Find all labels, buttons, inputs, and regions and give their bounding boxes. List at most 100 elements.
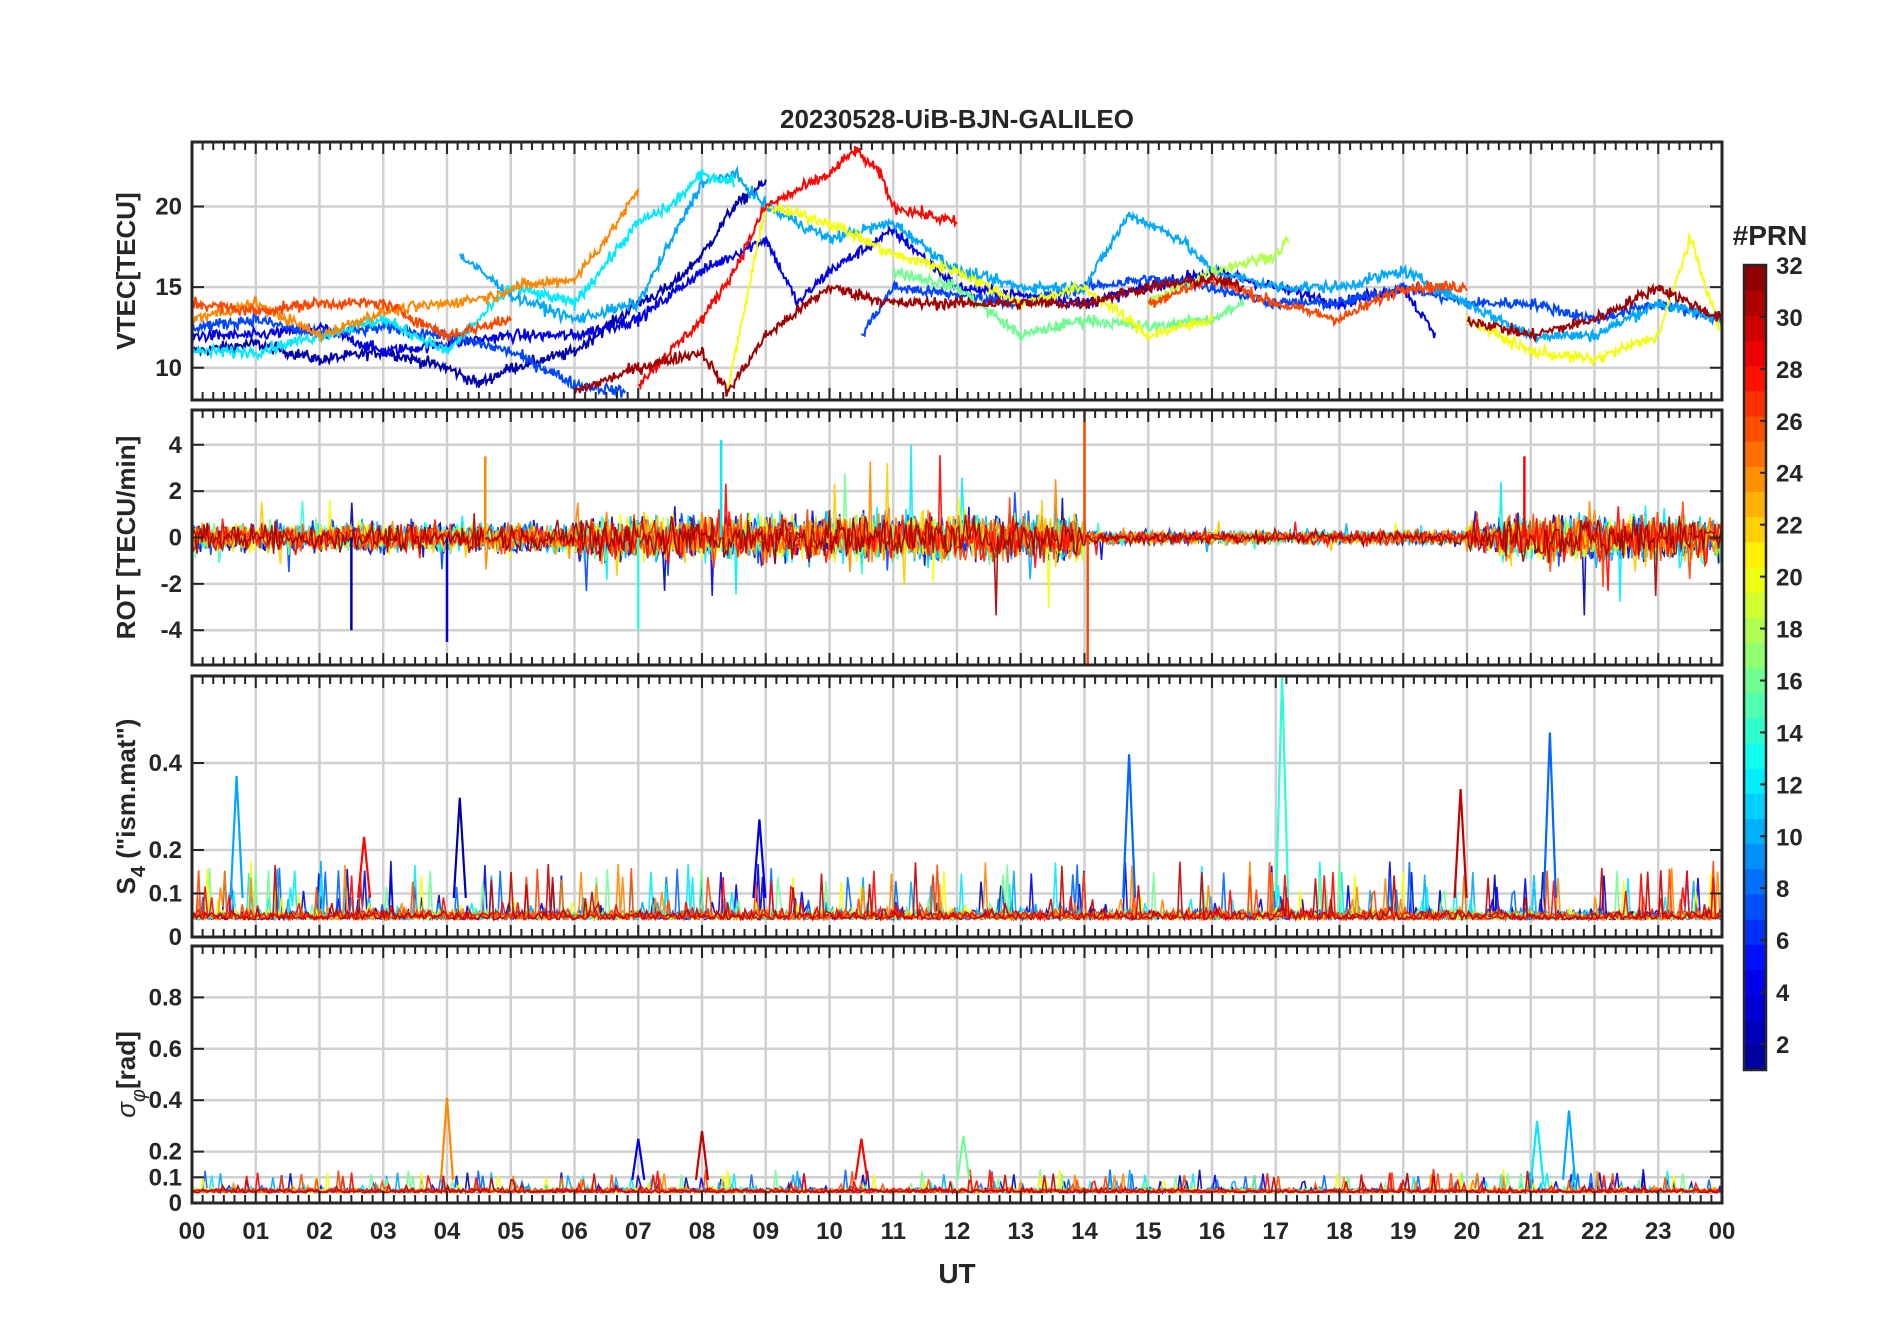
colorbar-tick-label: 26 <box>1776 409 1803 436</box>
y-tick-label: -2 <box>161 571 182 598</box>
x-tick-label: 05 <box>497 1218 524 1245</box>
colorbar-step <box>1744 365 1766 392</box>
y-axis-label-main: S <box>111 877 141 894</box>
s4-peak-prn-8 <box>1122 754 1137 898</box>
colorbar-step <box>1744 667 1766 694</box>
colorbar-step <box>1744 1044 1766 1071</box>
x-tick-label: 12 <box>944 1218 971 1245</box>
x-tick-label: 00 <box>179 1218 206 1245</box>
sigma-peak-prn-10 <box>1561 1110 1577 1180</box>
y-tick-label: 4 <box>169 432 183 459</box>
colorbar-step <box>1744 390 1766 417</box>
y-axis-label: σφ[rad] <box>111 1031 150 1118</box>
colorbar-tick-label: 16 <box>1776 668 1803 695</box>
colorbar-step <box>1744 818 1766 845</box>
sigma-peak-prn-30 <box>694 1130 710 1181</box>
colorbar-step <box>1744 566 1766 593</box>
y-tick-label: 0 <box>169 1190 182 1217</box>
x-tick-label: 10 <box>816 1218 843 1245</box>
s4-peak-prn-2 <box>452 797 467 898</box>
s4-peak-prn-8 <box>1542 732 1557 898</box>
sigma-peak-prn-4 <box>631 1138 646 1181</box>
panel-vtec: 10 15 20 VTEC[TECU] <box>111 140 1724 402</box>
x-tick-label: 19 <box>1390 1218 1417 1245</box>
colorbar-tick-label: 20 <box>1776 565 1803 592</box>
colorbar-step <box>1744 466 1766 493</box>
x-axis-label: UT <box>938 1258 975 1289</box>
x-tick-label: 03 <box>370 1218 397 1245</box>
y-tick-label: 0.2 <box>149 1139 182 1166</box>
colorbar-step <box>1744 491 1766 518</box>
x-tick-label: 04 <box>434 1218 461 1245</box>
vtec-series-prn-26 <box>192 274 1468 343</box>
colorbar-step <box>1744 265 1766 291</box>
x-tick-label: 13 <box>1007 1218 1034 1245</box>
sigma-peak-prn-16 <box>956 1136 971 1181</box>
s4-peak-prn-10 <box>229 775 244 898</box>
x-tick-label: 22 <box>1581 1218 1608 1245</box>
colorbar-tick-label: 28 <box>1776 357 1803 384</box>
y-tick-label: 0.6 <box>149 1036 182 1063</box>
colorbar-tick-label: 32 <box>1776 253 1803 280</box>
s4-peak-prn-4 <box>752 819 767 898</box>
colorbar-tick-label: 24 <box>1776 461 1803 488</box>
y-tick-label: 0.1 <box>149 1164 182 1191</box>
colorbar-step <box>1744 340 1766 367</box>
y-axis-label-rest: [rad] <box>111 1031 141 1089</box>
colorbar-step <box>1744 893 1766 920</box>
sigma-peak-prn-28 <box>854 1138 869 1181</box>
y-axis-label-rest: ("ism.mat") <box>111 719 141 866</box>
colorbar-step <box>1744 768 1766 794</box>
colorbar-tick-label: 6 <box>1776 928 1789 955</box>
colorbar-step <box>1744 315 1766 342</box>
colorbar-step <box>1744 516 1766 543</box>
y-tick-label: 0.2 <box>149 837 182 864</box>
vtec-series-prn-20 <box>726 203 1722 391</box>
colorbar-step <box>1744 944 1766 970</box>
colorbar-step <box>1744 969 1766 996</box>
x-tick-label: 06 <box>561 1218 588 1245</box>
colorbar-step <box>1744 592 1766 618</box>
colorbar-step <box>1744 919 1766 945</box>
y-tick-label: 15 <box>155 274 182 301</box>
y-tick-label: 10 <box>155 355 182 382</box>
vtec-series-prn-28 <box>637 145 958 391</box>
x-tick-label: 00 <box>1709 1218 1736 1245</box>
y-tick-label: 0.1 <box>149 881 182 908</box>
s4-peak-prn-14 <box>1275 676 1290 898</box>
x-tick-label: 18 <box>1326 1218 1353 1245</box>
y-tick-label: 2 <box>169 478 182 505</box>
x-tick-label: 16 <box>1199 1218 1226 1245</box>
x-tick-label: 11 <box>881 1218 906 1245</box>
sigma-peak-prn-12 <box>1530 1120 1545 1181</box>
colorbar-step <box>1744 994 1766 1021</box>
colorbar-tick-label: 14 <box>1776 720 1803 747</box>
y-tick-label: 0.8 <box>149 984 182 1011</box>
y-axis-label-sub: 4 <box>128 865 150 877</box>
colorbar-step <box>1744 868 1766 895</box>
colorbar-step <box>1744 541 1766 568</box>
vtec-series-prn-4 <box>192 224 1437 359</box>
x-tick-label: 09 <box>752 1218 779 1245</box>
colorbar-step <box>1744 415 1766 442</box>
x-tick-label: 08 <box>689 1218 716 1245</box>
y-axis-label-main: σ <box>111 1101 141 1118</box>
colorbar-step <box>1744 642 1766 669</box>
x-tick-label: 23 <box>1645 1218 1672 1245</box>
colorbar-step <box>1744 717 1766 744</box>
colorbar-step <box>1744 1019 1766 1046</box>
data-layer <box>192 676 1722 923</box>
colorbar-step <box>1744 793 1766 820</box>
x-tick-label: 20 <box>1454 1218 1481 1245</box>
colorbar-tick-label: 22 <box>1776 513 1803 540</box>
colorbar-step <box>1744 290 1766 316</box>
colorbar-tick-label: 30 <box>1776 305 1803 332</box>
data-layer <box>192 145 1722 398</box>
colorbar-step <box>1744 742 1766 769</box>
x-tick-label: 21 <box>1517 1218 1544 1245</box>
colorbar-title: #PRN <box>1733 220 1808 251</box>
colorbar-tick-label: 18 <box>1776 617 1803 644</box>
y-axis-label: VTEC[TECU] <box>111 192 141 349</box>
